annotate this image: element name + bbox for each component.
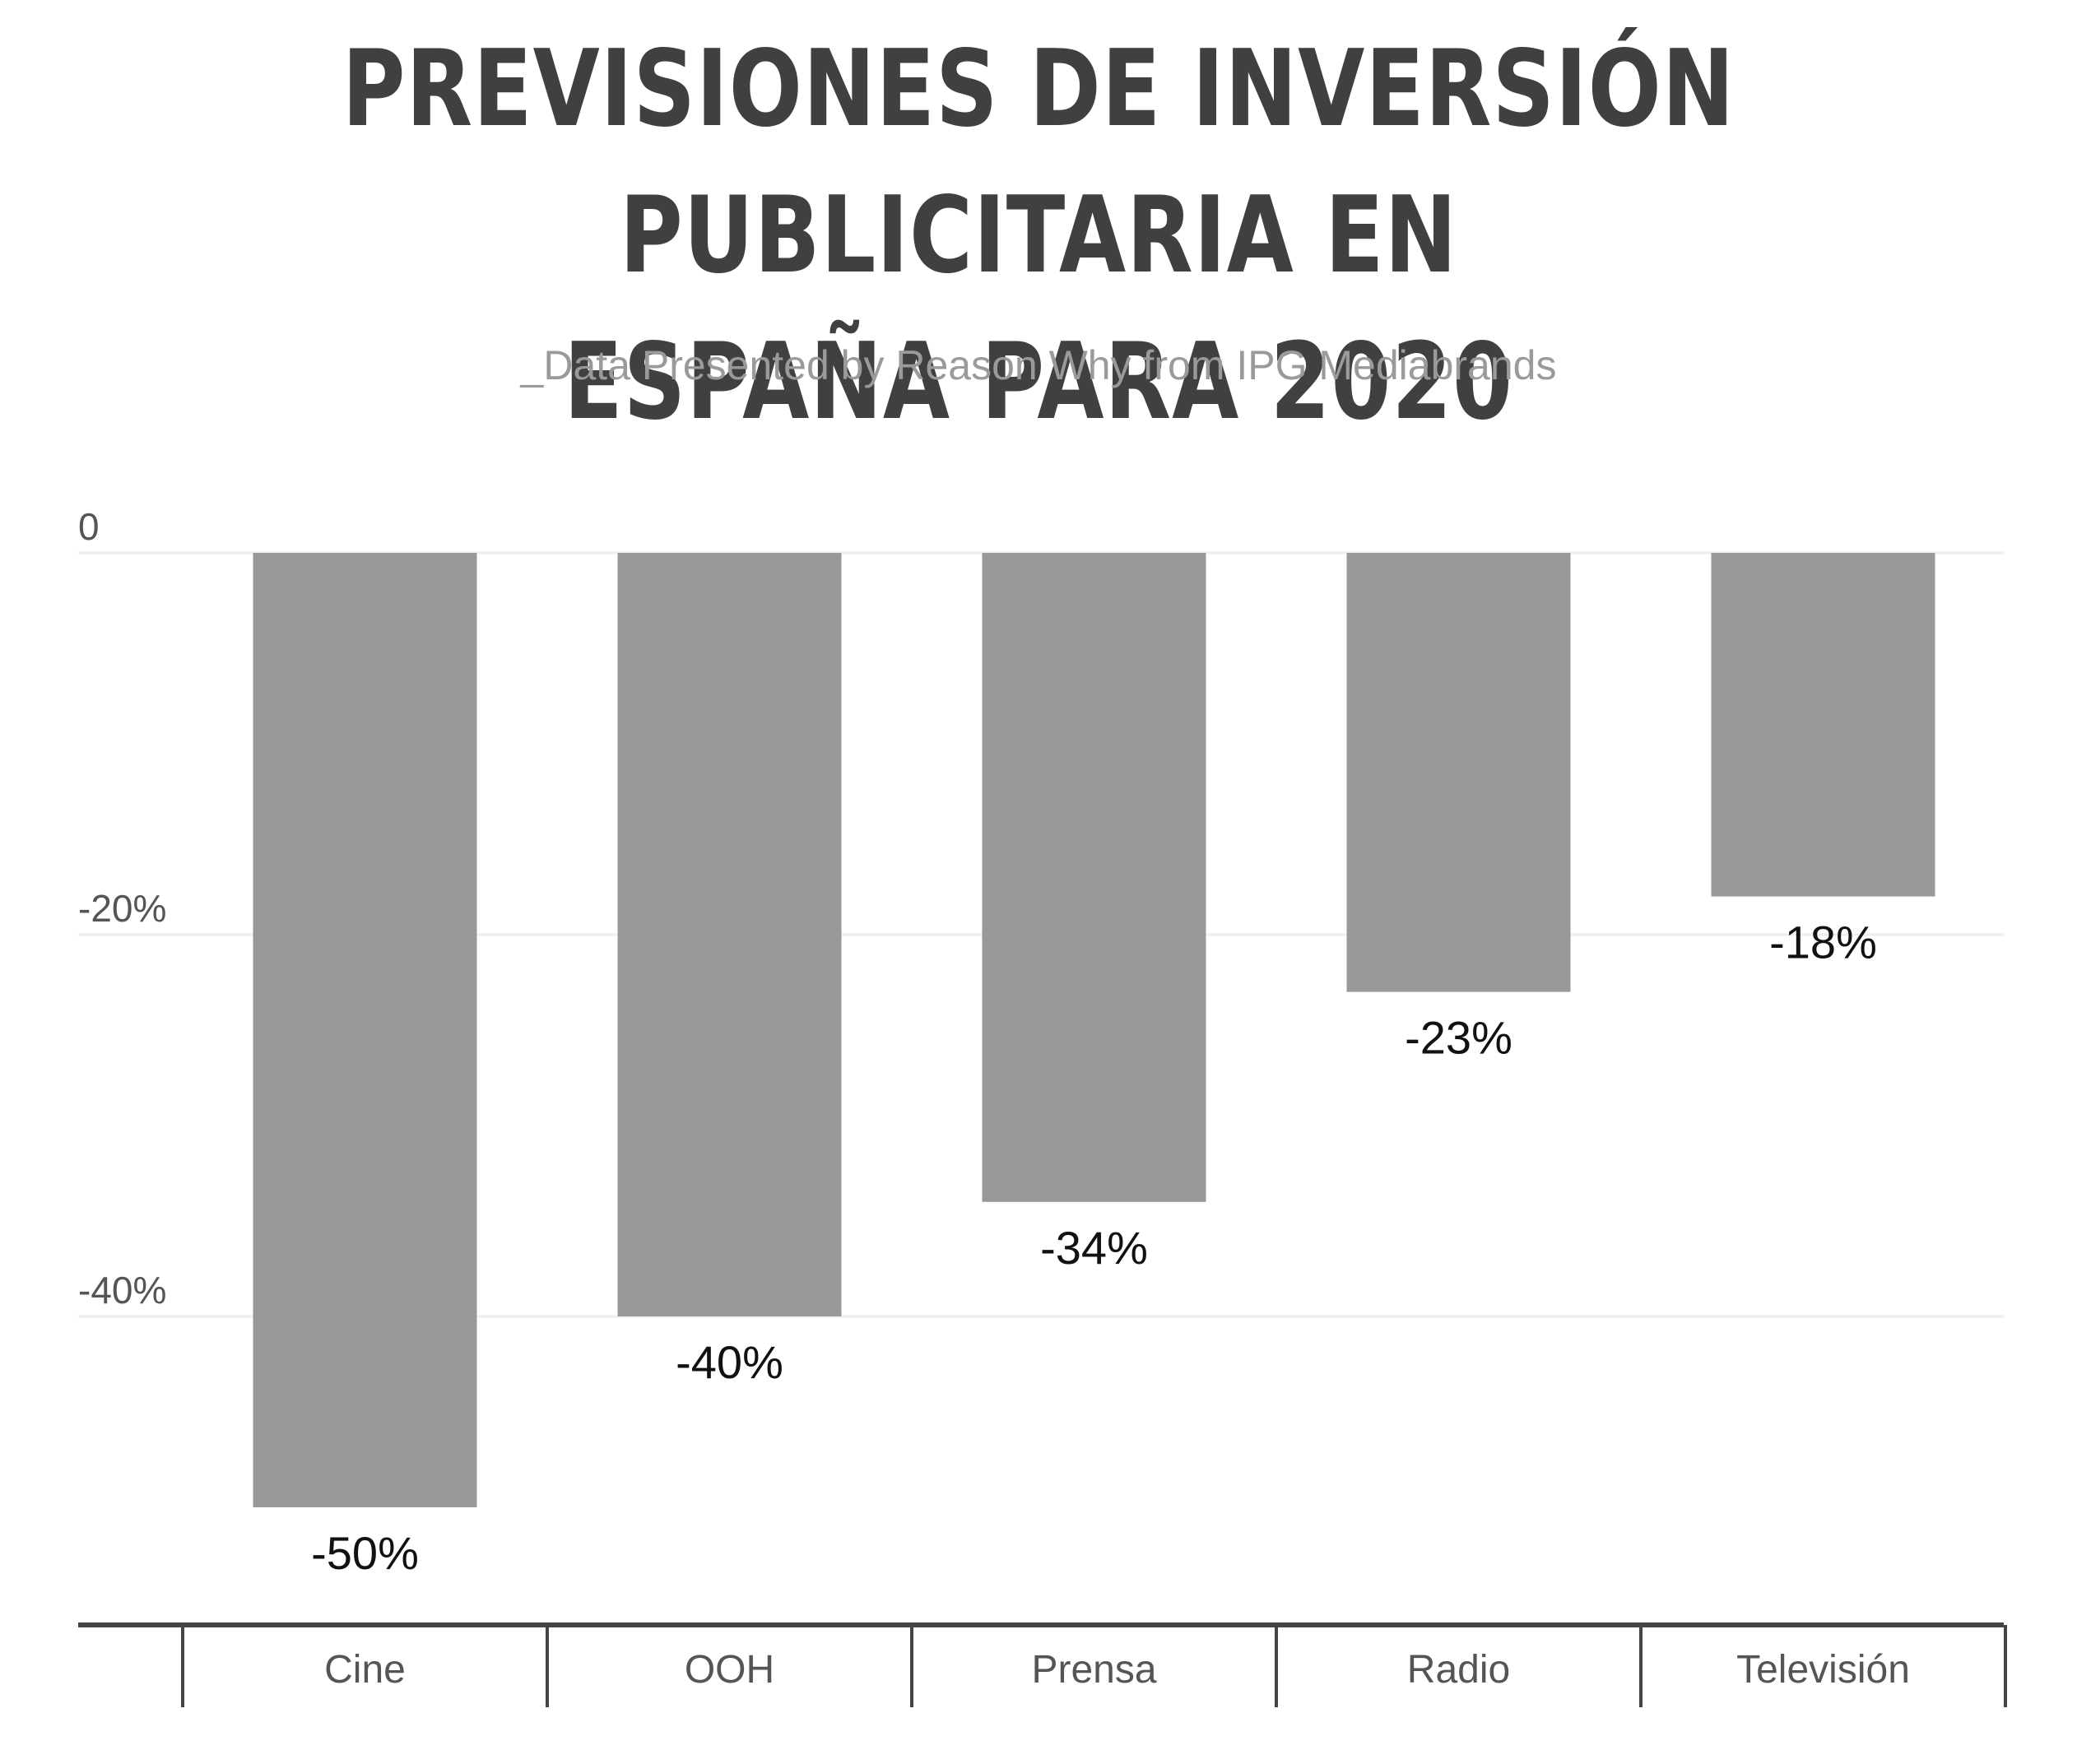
category-label-0: Cine	[324, 1648, 406, 1692]
data-label-2: -34%	[1040, 1222, 1148, 1274]
data-label-4: -18%	[1769, 917, 1877, 968]
data-label-1: -40%	[676, 1336, 783, 1388]
data-label-0: -50%	[311, 1527, 419, 1579]
chart-title-line-2: ESPAÑA PARA 2020	[564, 321, 1513, 443]
bar-cine	[253, 553, 477, 1507]
chart-title-line-1: PREVISIONES DE INVERSIÓN PUBLICITARIA EN	[342, 28, 1735, 297]
bar-ooh	[617, 553, 842, 1316]
data-label-3: -23%	[1405, 1012, 1512, 1064]
category-label-2: Prensa	[1031, 1648, 1156, 1692]
chart-subtitle: _Data Presented by Reason Why from IPG M…	[520, 342, 1557, 388]
bar-prensa	[982, 553, 1206, 1202]
category-label-3: Radio	[1407, 1648, 1510, 1692]
y-tick-label-2: -40%	[78, 1269, 166, 1311]
y-tick-label-0: 0	[78, 505, 100, 548]
bar-radio	[1346, 553, 1571, 992]
chart-title: PREVISIONES DE INVERSIÓN PUBLICITARIA EN…	[187, 16, 1890, 456]
category-label-1: OOH	[685, 1648, 774, 1692]
bar-televisión	[1711, 553, 1935, 897]
category-label-4: Televisión	[1736, 1648, 1910, 1692]
y-tick-label-1: -20%	[78, 887, 166, 930]
